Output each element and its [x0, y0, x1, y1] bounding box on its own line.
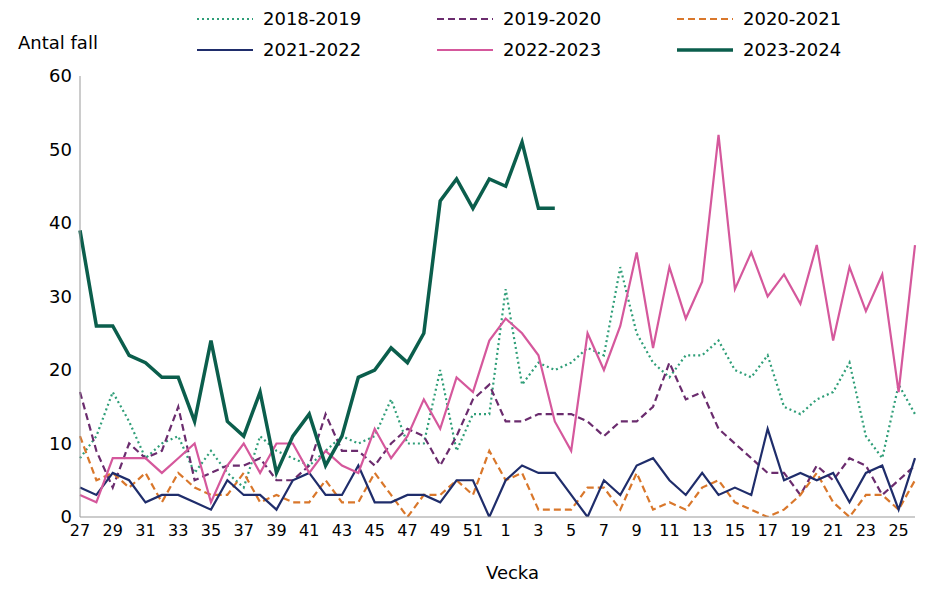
svg-text:47: 47	[397, 521, 417, 540]
svg-text:20: 20	[49, 359, 72, 380]
html-text:2022-2023: 2022-2023	[503, 39, 602, 60]
svg-text:49: 49	[430, 521, 450, 540]
svg-text:15: 15	[725, 521, 745, 540]
svg-text:30: 30	[49, 286, 72, 307]
html-text:2018-2019: 2018-2019	[263, 8, 362, 29]
svg-text:0: 0	[61, 506, 72, 527]
svg-text:50: 50	[49, 139, 72, 160]
svg-text:39: 39	[266, 521, 286, 540]
html-text:2023-2024: 2023-2024	[743, 39, 842, 60]
svg-text:43: 43	[332, 521, 352, 540]
svg-text:25: 25	[888, 521, 908, 540]
svg-text:51: 51	[463, 521, 483, 540]
html-text:2019-2020: 2019-2020	[503, 8, 602, 29]
svg-text:17: 17	[757, 521, 777, 540]
svg-text:35: 35	[201, 521, 221, 540]
svg-text:60: 60	[49, 65, 72, 86]
svg-text:27: 27	[70, 521, 90, 540]
svg-text:3: 3	[533, 521, 543, 540]
svg-text:31: 31	[135, 521, 155, 540]
svg-text:33: 33	[168, 521, 188, 540]
svg-text:9: 9	[632, 521, 642, 540]
svg-text:19: 19	[790, 521, 810, 540]
svg-text:7: 7	[599, 521, 609, 540]
svg-text:23: 23	[856, 521, 876, 540]
svg-text:21: 21	[823, 521, 843, 540]
svg-text:13: 13	[692, 521, 712, 540]
svg-text:37: 37	[234, 521, 254, 540]
svg-text:11: 11	[659, 521, 679, 540]
svg-text:1: 1	[501, 521, 511, 540]
svg-text:41: 41	[299, 521, 319, 540]
svg-text:5: 5	[566, 521, 576, 540]
svg-text:29: 29	[103, 521, 123, 540]
svg-text:45: 45	[365, 521, 385, 540]
svg-text:10: 10	[49, 433, 72, 454]
html-text:Antal fall: Antal fall	[18, 32, 98, 53]
html-text:2021-2022: 2021-2022	[263, 39, 362, 60]
html-text:2020-2021: 2020-2021	[743, 8, 842, 29]
svg-text:40: 40	[49, 212, 72, 233]
html-text:Vecka: Vecka	[486, 562, 539, 583]
